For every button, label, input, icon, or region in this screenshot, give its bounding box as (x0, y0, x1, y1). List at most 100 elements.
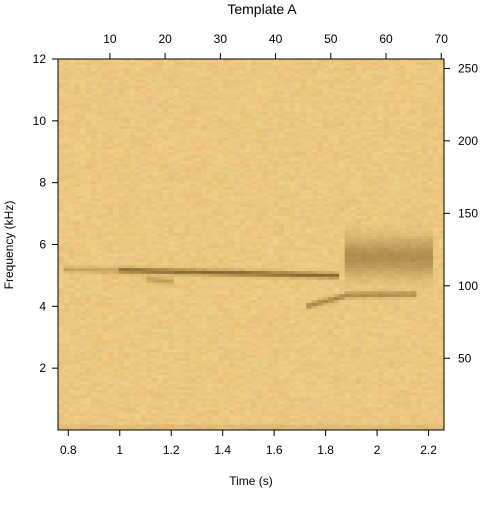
heatmap-cell (173, 140, 180, 144)
heatmap-cell (135, 114, 142, 118)
heatmap-cell (107, 224, 114, 228)
heatmap-cell (190, 166, 197, 170)
heatmap-cell (256, 398, 263, 402)
heatmap-cell (107, 154, 114, 158)
heatmap-cell (85, 270, 92, 274)
heatmap-cell (129, 230, 136, 234)
heatmap-cell (184, 116, 191, 121)
heatmap-cell (113, 369, 120, 373)
heatmap-cell (129, 348, 136, 353)
heatmap-cell (135, 96, 142, 100)
heatmap-cell (217, 186, 224, 190)
heatmap-cell (124, 299, 131, 303)
heatmap-cell (118, 119, 125, 124)
heatmap-cell (206, 64, 213, 69)
heatmap-cell (63, 372, 70, 376)
heatmap-cell (63, 282, 70, 286)
heatmap-cell (162, 302, 169, 306)
heatmap-cell (85, 232, 92, 237)
heatmap-cell (267, 79, 274, 83)
heatmap-cell (151, 343, 158, 347)
heatmap-cell (217, 203, 224, 208)
heatmap-cell (146, 389, 153, 393)
heatmap-cell (91, 166, 97, 170)
heatmap-cell (146, 427, 153, 430)
heatmap-cell (179, 293, 186, 298)
heatmap-cell (195, 418, 202, 422)
heatmap-cell (251, 212, 257, 216)
heatmap-cell (173, 311, 180, 315)
heatmap-cell (245, 186, 252, 190)
heatmap-cell (113, 140, 120, 144)
heatmap-cell (102, 279, 109, 283)
heatmap-cell (184, 409, 191, 414)
heatmap-cell (63, 119, 70, 124)
heatmap-cell (262, 93, 268, 98)
heatmap-cell (91, 316, 97, 321)
heatmap-cell (212, 183, 219, 187)
heatmap-cell (63, 415, 70, 419)
heatmap-cell (113, 354, 120, 358)
heatmap-cell (173, 363, 180, 367)
heatmap-cell (58, 79, 64, 83)
heatmap-cell (135, 363, 142, 367)
heatmap-cell (58, 427, 64, 430)
heatmap-cell (256, 325, 263, 329)
heatmap-cell (69, 398, 75, 402)
heatmap-cell (146, 96, 153, 100)
heatmap-cell (179, 137, 186, 141)
heatmap-cell (146, 137, 153, 141)
heatmap-cell (74, 267, 81, 271)
heatmap-cell (173, 143, 180, 147)
heatmap-cell (74, 160, 81, 164)
heatmap-cell (85, 418, 92, 422)
heatmap-cell (251, 403, 257, 408)
heatmap-cell (256, 201, 263, 205)
heatmap-cell (228, 59, 235, 63)
heatmap-cell (190, 61, 197, 66)
heatmap-cell (212, 415, 219, 419)
heatmap-cell (190, 290, 197, 295)
heatmap-cell (151, 198, 158, 202)
heatmap-cell (217, 319, 224, 324)
heatmap-cell (91, 151, 97, 156)
heatmap-cell (107, 409, 114, 414)
heatmap-cell (85, 140, 92, 144)
heatmap-cell (146, 64, 153, 69)
heatmap-cell (91, 351, 97, 356)
heatmap-cell (173, 125, 180, 129)
heatmap-cell (85, 230, 92, 234)
heatmap-cell (245, 172, 252, 176)
heatmap-cell (212, 311, 219, 315)
heatmap-cell (173, 343, 180, 347)
heatmap-cell (107, 102, 114, 106)
heatmap-cell (96, 64, 103, 69)
heatmap-cell (80, 351, 86, 356)
heatmap-cell (234, 218, 241, 222)
heatmap-cell (113, 209, 120, 214)
heatmap-cell (195, 59, 202, 63)
heatmap-cell (173, 331, 180, 335)
heatmap-cell (212, 160, 219, 164)
heatmap-cell (256, 195, 263, 199)
heatmap-cell (228, 206, 235, 211)
heatmap-cell (129, 87, 136, 92)
heatmap-cell (107, 383, 114, 387)
heatmap-cell (217, 334, 224, 338)
heatmap-cell (273, 418, 279, 422)
heatmap-cell (239, 134, 246, 138)
heatmap-cell (63, 105, 70, 109)
heatmap-cell (256, 96, 263, 100)
heatmap-cell (157, 116, 164, 121)
heatmap-cell (129, 203, 136, 208)
heatmap-cell (251, 418, 257, 422)
heatmap-cell (217, 201, 224, 205)
heatmap-cell (146, 174, 153, 179)
heatmap-cell (113, 119, 120, 124)
heatmap-cell (190, 157, 197, 161)
heatmap-cell (69, 140, 75, 144)
heatmap-cell (168, 172, 175, 176)
heatmap-cell (267, 111, 274, 115)
heatmap-cell (107, 238, 114, 242)
heatmap-cell (135, 116, 142, 121)
